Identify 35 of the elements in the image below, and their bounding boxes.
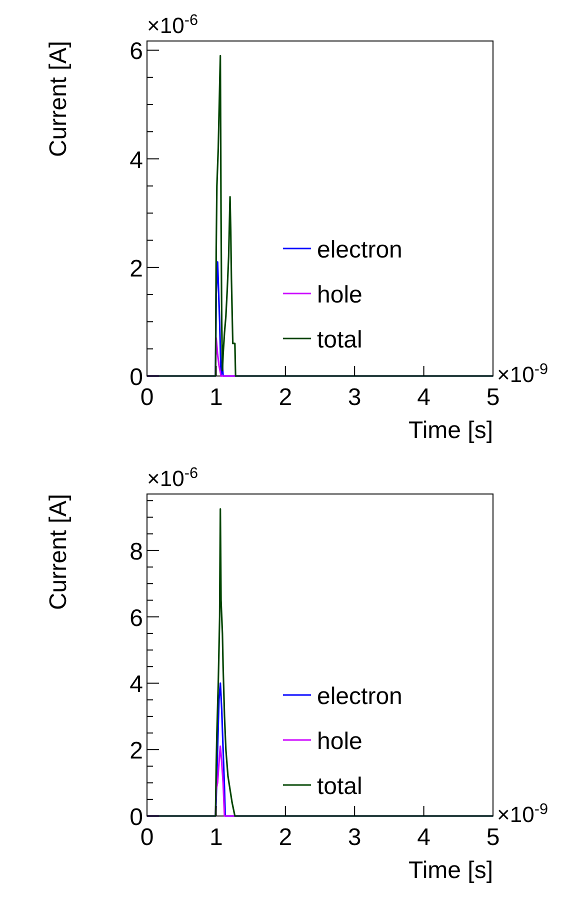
x-tick-label: 5 [486,824,500,851]
legend-label: hole [317,282,362,308]
y-tick-label: 2 [130,255,143,282]
x-tick-label: 3 [348,384,362,411]
x-tick-label: 2 [278,824,292,851]
x-tick-label: 5 [486,384,500,411]
text: ×10$^{-6}$ [147,464,198,491]
text: ×10$^{-9}$ [497,800,548,827]
x-axis-title: Time [s] [408,417,493,444]
x-tick-label: 4 [417,384,430,411]
legend-label: total [317,773,362,800]
y-tick-label: 0 [130,364,143,391]
x-tick-label: 4 [417,824,430,851]
text: ×10$^{-6}$ [147,12,198,38]
x-tick-label: 2 [278,384,292,411]
x-axis-title: Time [s] [408,857,493,884]
legend-label: electron [317,236,402,264]
x-tick-label: 3 [348,824,362,851]
y-tick-label: 4 [130,146,143,174]
y-axis-title: Current [A] [45,494,72,610]
y-tick-label: 6 [130,38,143,66]
y-axis-title: Current [A] [45,41,72,158]
legend-label: electron [317,683,402,710]
line-series [146,508,494,817]
text: ×10$^{-9}$ [497,360,548,387]
y-tick-label: 6 [130,604,143,632]
legend-label: total [317,326,362,354]
y-tick-label: 4 [130,671,143,698]
line-series [146,54,494,377]
legend-label: hole [317,728,362,755]
x-tick-label: 1 [210,384,223,411]
y-tick-label: 8 [130,538,143,566]
x-tick-label: 1 [210,824,223,851]
y-tick-label: 2 [130,738,143,765]
y-tick-label: 0 [130,804,143,831]
